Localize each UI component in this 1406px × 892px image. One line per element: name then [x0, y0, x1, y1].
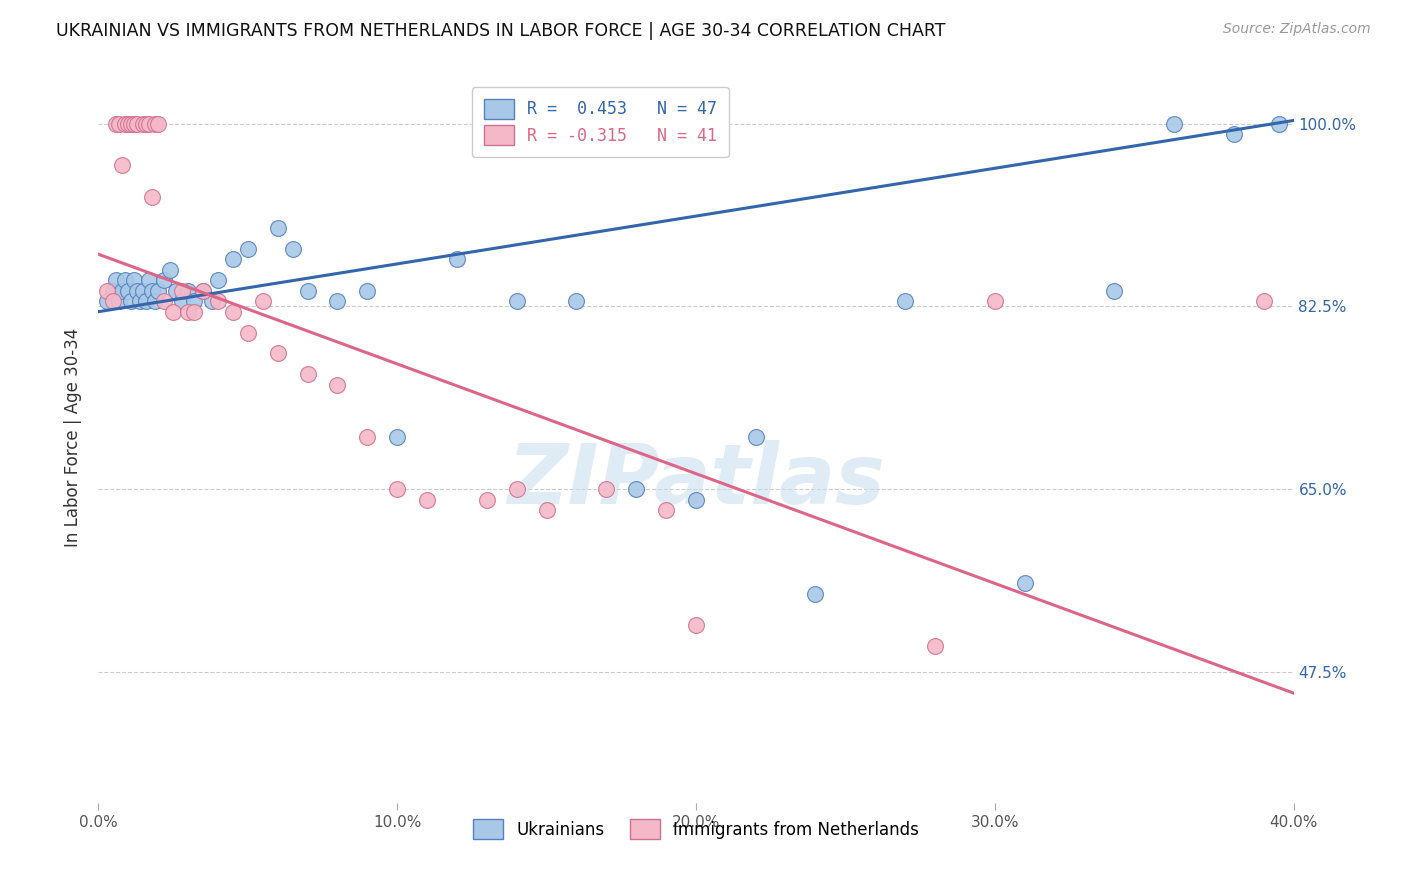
Point: [111, 158, 134, 172]
Point: [120, 294, 142, 309]
Point: [114, 117, 136, 131]
Point: [236, 326, 259, 340]
Point: [297, 284, 319, 298]
Point: [385, 483, 409, 497]
Point: [236, 242, 259, 256]
Point: [222, 252, 245, 267]
Point: [201, 294, 224, 309]
Point: [132, 117, 155, 131]
Point: [446, 252, 468, 267]
Point: [111, 284, 134, 298]
Point: [506, 294, 529, 309]
Point: [135, 117, 157, 131]
Point: [177, 304, 200, 318]
Point: [685, 492, 707, 507]
Point: [96, 294, 118, 309]
Text: ZIPatlas: ZIPatlas: [508, 441, 884, 522]
Point: [207, 294, 229, 309]
Text: Source: ZipAtlas.com: Source: ZipAtlas.com: [1223, 22, 1371, 37]
Point: [148, 284, 170, 298]
Point: [138, 273, 160, 287]
Point: [894, 294, 917, 309]
Point: [117, 117, 139, 131]
Point: [165, 284, 187, 298]
Point: [326, 377, 349, 392]
Point: [141, 284, 163, 298]
Point: [804, 587, 827, 601]
Point: [127, 117, 149, 131]
Point: [356, 430, 378, 444]
Point: [745, 430, 768, 444]
Point: [114, 273, 136, 287]
Point: [356, 284, 378, 298]
Point: [1014, 576, 1036, 591]
Point: [105, 117, 128, 131]
Point: [626, 483, 648, 497]
Point: [183, 294, 205, 309]
Point: [117, 284, 139, 298]
Point: [1163, 117, 1185, 131]
Point: [207, 273, 229, 287]
Point: [120, 117, 142, 131]
Point: [1253, 294, 1275, 309]
Point: [984, 294, 1007, 309]
Point: [138, 117, 160, 131]
Point: [252, 294, 274, 309]
Point: [475, 492, 498, 507]
Point: [177, 284, 200, 298]
Point: [1223, 127, 1246, 141]
Point: [172, 294, 194, 309]
Point: [1267, 117, 1289, 131]
Text: UKRAINIAN VS IMMIGRANTS FROM NETHERLANDS IN LABOR FORCE | AGE 30-34 CORRELATION : UKRAINIAN VS IMMIGRANTS FROM NETHERLANDS…: [56, 22, 946, 40]
Point: [1104, 284, 1126, 298]
Point: [385, 430, 409, 444]
Point: [124, 273, 146, 287]
Point: [124, 117, 146, 131]
Point: [127, 284, 149, 298]
Point: [141, 190, 163, 204]
Point: [108, 294, 131, 309]
Point: [103, 284, 125, 298]
Point: [222, 304, 245, 318]
Point: [685, 618, 707, 632]
Point: [326, 294, 349, 309]
Point: [103, 294, 125, 309]
Point: [191, 284, 214, 298]
Point: [267, 346, 290, 360]
Point: [132, 284, 155, 298]
Point: [96, 284, 118, 298]
Point: [506, 483, 529, 497]
Point: [105, 273, 128, 287]
Point: [148, 117, 170, 131]
Point: [595, 483, 617, 497]
Point: [172, 284, 194, 298]
Point: [267, 221, 290, 235]
Y-axis label: In Labor Force | Age 30-34: In Labor Force | Age 30-34: [65, 327, 83, 547]
Point: [159, 263, 181, 277]
Point: [297, 368, 319, 382]
Point: [129, 294, 152, 309]
Point: [143, 117, 166, 131]
Legend: Ukrainians, Immigrants from Netherlands: Ukrainians, Immigrants from Netherlands: [463, 809, 929, 849]
Point: [536, 503, 558, 517]
Point: [153, 273, 176, 287]
Point: [281, 242, 304, 256]
Point: [153, 294, 176, 309]
Point: [565, 294, 588, 309]
Point: [924, 639, 946, 653]
Point: [135, 294, 157, 309]
Point: [183, 304, 205, 318]
Point: [416, 492, 439, 507]
Point: [655, 503, 678, 517]
Point: [108, 117, 131, 131]
Point: [191, 284, 214, 298]
Point: [143, 294, 166, 309]
Point: [162, 304, 184, 318]
